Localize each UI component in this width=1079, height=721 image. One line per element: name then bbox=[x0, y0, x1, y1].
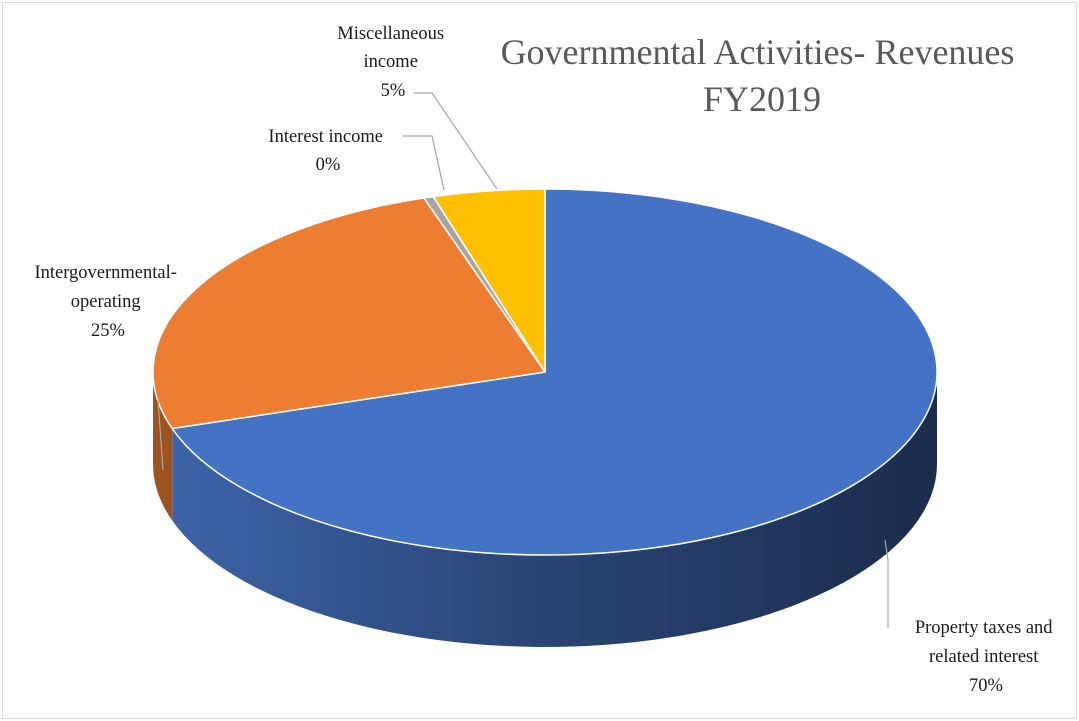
chart-title: Governmental Activities- Revenues FY2019 bbox=[501, 32, 1024, 119]
pie-side-intergovernmental bbox=[153, 372, 173, 521]
label-intergovernmental-percent: 25% bbox=[91, 321, 125, 341]
pie-slice-property-taxes bbox=[171, 188, 938, 556]
label-interest-income: Interest income 0% bbox=[268, 127, 387, 175]
leader-line-intergovernmental bbox=[157, 399, 164, 471]
leader-lines bbox=[157, 92, 889, 628]
label-miscellaneous-line-1: Miscellaneous bbox=[337, 24, 444, 44]
leader-line-miscellaneous bbox=[414, 92, 498, 190]
pie-slice-miscellaneous bbox=[432, 188, 546, 373]
label-miscellaneous-percent: 5% bbox=[381, 81, 406, 101]
pie-top-layer bbox=[152, 188, 938, 556]
label-property-taxes-percent: 70% bbox=[969, 676, 1003, 696]
label-intergovernmental: Intergovernmental- operating 25% bbox=[34, 263, 181, 341]
leader-line-interest-income bbox=[402, 135, 445, 191]
leader-line-property-taxes bbox=[884, 539, 889, 628]
label-interest-income-percent: 0% bbox=[316, 155, 341, 175]
chart-title-line-2: FY2019 bbox=[703, 79, 821, 119]
pie-slice-intergovernmental bbox=[152, 197, 546, 430]
pie-side-property-taxes bbox=[172, 372, 937, 647]
label-miscellaneous-line-2: income bbox=[363, 52, 417, 72]
label-property-taxes-line-1: Property taxes and bbox=[915, 618, 1053, 638]
chart-title-line-1: Governmental Activities- Revenues bbox=[501, 32, 1015, 72]
label-property-taxes-line-2: related interest bbox=[929, 647, 1039, 667]
label-miscellaneous: Miscellaneous income 5% bbox=[337, 24, 449, 101]
label-intergovernmental-line-1: Intergovernmental- bbox=[34, 263, 176, 283]
label-interest-income-line-1: Interest income bbox=[268, 127, 383, 147]
pie-side-layer bbox=[153, 372, 937, 647]
label-property-taxes: Property taxes and related interest 70% bbox=[915, 618, 1057, 696]
label-intergovernmental-line-2: operating bbox=[71, 292, 141, 312]
